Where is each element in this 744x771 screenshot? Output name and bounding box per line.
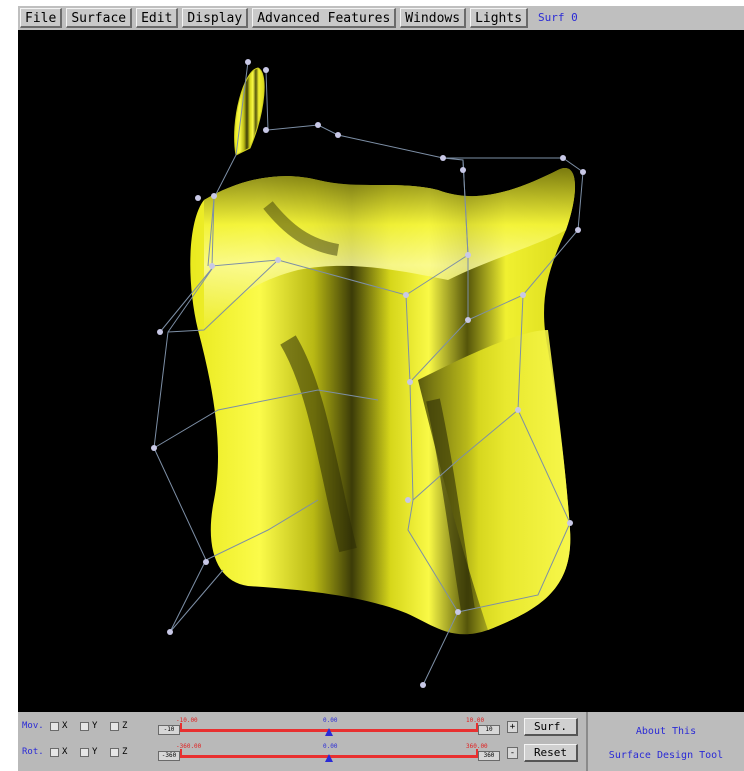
move-slider-thumb[interactable] bbox=[325, 728, 333, 736]
rotate-min-box[interactable]: -360 bbox=[158, 751, 180, 761]
move-z-label: Z bbox=[122, 721, 128, 731]
move-z-checkbox[interactable] bbox=[110, 722, 119, 731]
reset-button[interactable]: Reset bbox=[524, 744, 578, 762]
3d-viewport[interactable] bbox=[18, 30, 744, 712]
move-max-value: 10.00 bbox=[466, 717, 485, 724]
current-surface-label: Surf 0 bbox=[532, 8, 584, 28]
move-y-label: Y bbox=[92, 721, 98, 731]
move-x-checkbox[interactable] bbox=[50, 722, 59, 731]
move-row: Mov. X Y Z -10.00 0.00 10.00 -10 10 + Su… bbox=[18, 716, 586, 738]
move-x-label: X bbox=[62, 721, 68, 731]
menu-display[interactable]: Display bbox=[182, 8, 249, 28]
move-slider-min-tick bbox=[180, 723, 182, 732]
move-min-value: -10.00 bbox=[176, 717, 198, 724]
move-y-checkbox[interactable] bbox=[80, 722, 89, 731]
menu-file[interactable]: File bbox=[20, 8, 63, 28]
about-subtitle[interactable]: Surface Design Tool bbox=[608, 750, 724, 761]
control-points[interactable] bbox=[151, 59, 586, 688]
menu-windows[interactable]: Windows bbox=[400, 8, 467, 28]
move-slider-max-tick bbox=[476, 723, 478, 732]
rotate-slider-max-tick bbox=[476, 749, 478, 758]
surf-button[interactable]: Surf. bbox=[524, 718, 578, 736]
rotate-max-value: 360.00 bbox=[466, 743, 488, 750]
rotate-y-checkbox[interactable] bbox=[80, 748, 89, 757]
move-step-button[interactable]: + bbox=[507, 721, 518, 733]
menu-edit[interactable]: Edit bbox=[136, 8, 179, 28]
rotate-current-value: 0.00 bbox=[323, 743, 338, 750]
menu-bar: File Surface Edit Display Advanced Featu… bbox=[18, 6, 744, 30]
surface-lobe bbox=[234, 67, 265, 156]
rotate-label: Rot. bbox=[22, 747, 44, 757]
rotate-x-label: X bbox=[62, 747, 68, 757]
rotate-min-value: -360.00 bbox=[176, 743, 202, 750]
rotate-z-checkbox[interactable] bbox=[110, 748, 119, 757]
surface-right-panel bbox=[418, 330, 571, 630]
rotate-slider-min-tick bbox=[180, 749, 182, 758]
move-current-value: 0.00 bbox=[323, 717, 338, 724]
about-title[interactable]: About This bbox=[635, 726, 697, 737]
rotate-x-checkbox[interactable] bbox=[50, 748, 59, 757]
rotate-slider-thumb[interactable] bbox=[325, 754, 333, 762]
move-max-box[interactable]: 10 bbox=[478, 725, 500, 735]
surface-crease bbox=[263, 201, 340, 256]
rotate-y-label: Y bbox=[92, 747, 98, 757]
menu-lights[interactable]: Lights bbox=[470, 8, 529, 28]
surface-crease bbox=[280, 335, 357, 553]
transform-panel: Mov. X Y Z -10.00 0.00 10.00 -10 10 + Su… bbox=[18, 712, 744, 771]
move-min-box[interactable]: -10 bbox=[158, 725, 180, 735]
surface-crease bbox=[426, 398, 475, 612]
surface-top-fold bbox=[204, 168, 576, 330]
rotate-step-button[interactable]: - bbox=[507, 747, 518, 759]
rotate-max-box[interactable]: 360 bbox=[478, 751, 500, 761]
surface-render[interactable] bbox=[18, 30, 744, 712]
about-panel[interactable]: About This Surface Design Tool bbox=[586, 712, 744, 771]
rotate-z-label: Z bbox=[122, 747, 128, 757]
menu-advanced-features[interactable]: Advanced Features bbox=[252, 8, 397, 28]
menu-surface[interactable]: Surface bbox=[66, 8, 133, 28]
move-label: Mov. bbox=[22, 721, 44, 731]
rotate-row: Rot. X Y Z -360.00 0.00 360.00 -360 360 … bbox=[18, 742, 586, 764]
